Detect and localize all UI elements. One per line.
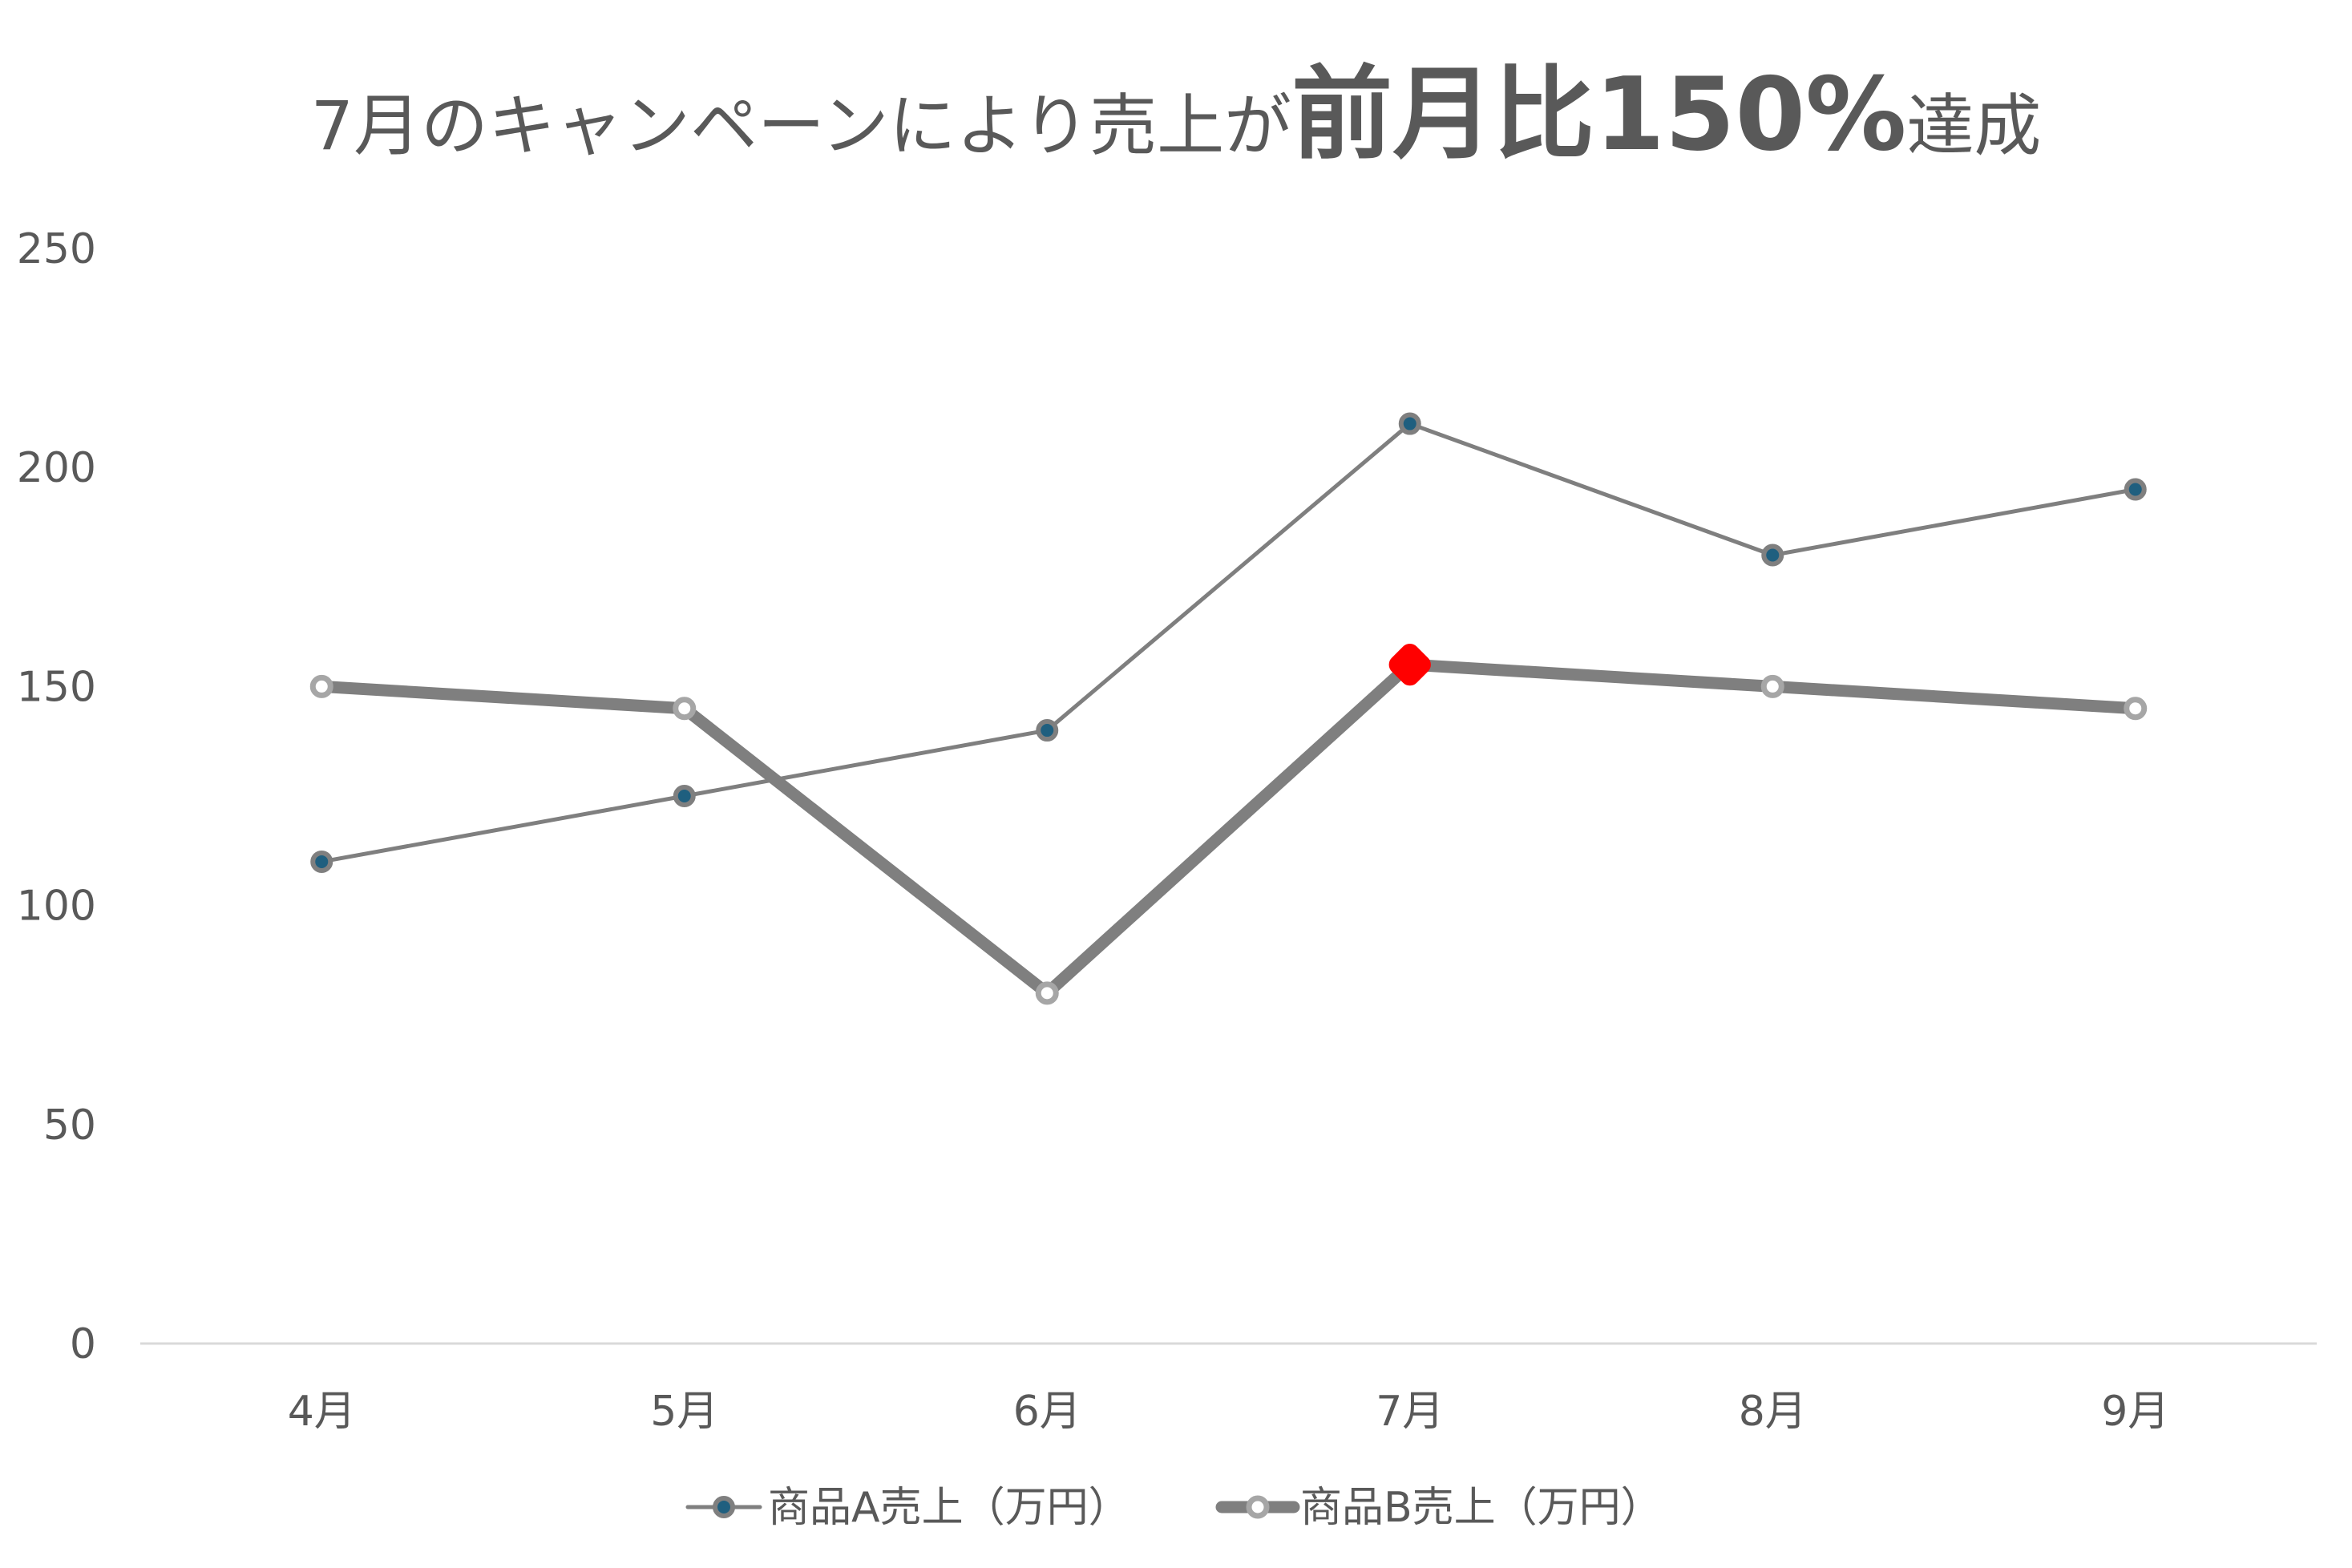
x-tick-label: 9月 <box>2101 1388 2169 1436</box>
x-tick-label: 8月 <box>1739 1388 1807 1436</box>
series-a-point <box>1398 412 1421 435</box>
series-a-point <box>1036 719 1059 742</box>
series-b-point <box>673 697 697 721</box>
x-tick-label: 4月 <box>288 1388 356 1436</box>
y-axis-labels: 0 50 100 150 200 250 <box>17 225 96 1368</box>
series-a-point <box>1761 544 1784 567</box>
series-b-point <box>1760 674 1784 698</box>
x-tick-label: 5月 <box>650 1388 718 1436</box>
series-a-point <box>310 850 333 873</box>
legend-label: 商品B売上（万円） <box>1300 1484 1663 1532</box>
chart-title-emphasis: 前月比150% <box>1291 55 1906 173</box>
y-tick-label: 50 <box>43 1101 96 1150</box>
series-b-point <box>1035 981 1059 1005</box>
y-tick-label: 200 <box>17 444 96 492</box>
chart-title-prefix: 7月のキャンペーンにより売上が <box>311 87 1292 165</box>
y-tick-label: 100 <box>17 883 96 931</box>
series-layer <box>309 412 2148 1005</box>
y-tick-label: 150 <box>17 663 96 711</box>
series-b-point <box>2124 697 2148 721</box>
chart-title: 7月のキャンペーンにより売上が前月比150%達成 <box>311 55 2042 173</box>
x-tick-label: 7月 <box>1376 1388 1444 1436</box>
x-axis-labels: 4月 5月 6月 7月 8月 9月 <box>288 1388 2170 1436</box>
y-tick-label: 0 <box>70 1320 96 1368</box>
series-a-line <box>319 422 2138 864</box>
series-b-highlight-point <box>1388 643 1431 686</box>
legend-swatch-marker <box>1246 1495 1270 1519</box>
series-b-point <box>309 674 333 698</box>
x-tick-label: 6月 <box>1013 1388 1081 1436</box>
legend-label: 商品A売上（万円） <box>768 1484 1130 1532</box>
series-a-point <box>673 785 696 807</box>
chart-title-suffix: 達成 <box>1906 87 2041 165</box>
series-b-line <box>315 658 2142 1000</box>
legend: 商品A売上（万円） 商品B売上（万円） <box>685 1484 1663 1532</box>
series-a-point <box>2124 478 2147 501</box>
y-tick-label: 250 <box>17 225 96 273</box>
legend-swatch-marker <box>713 1496 735 1518</box>
